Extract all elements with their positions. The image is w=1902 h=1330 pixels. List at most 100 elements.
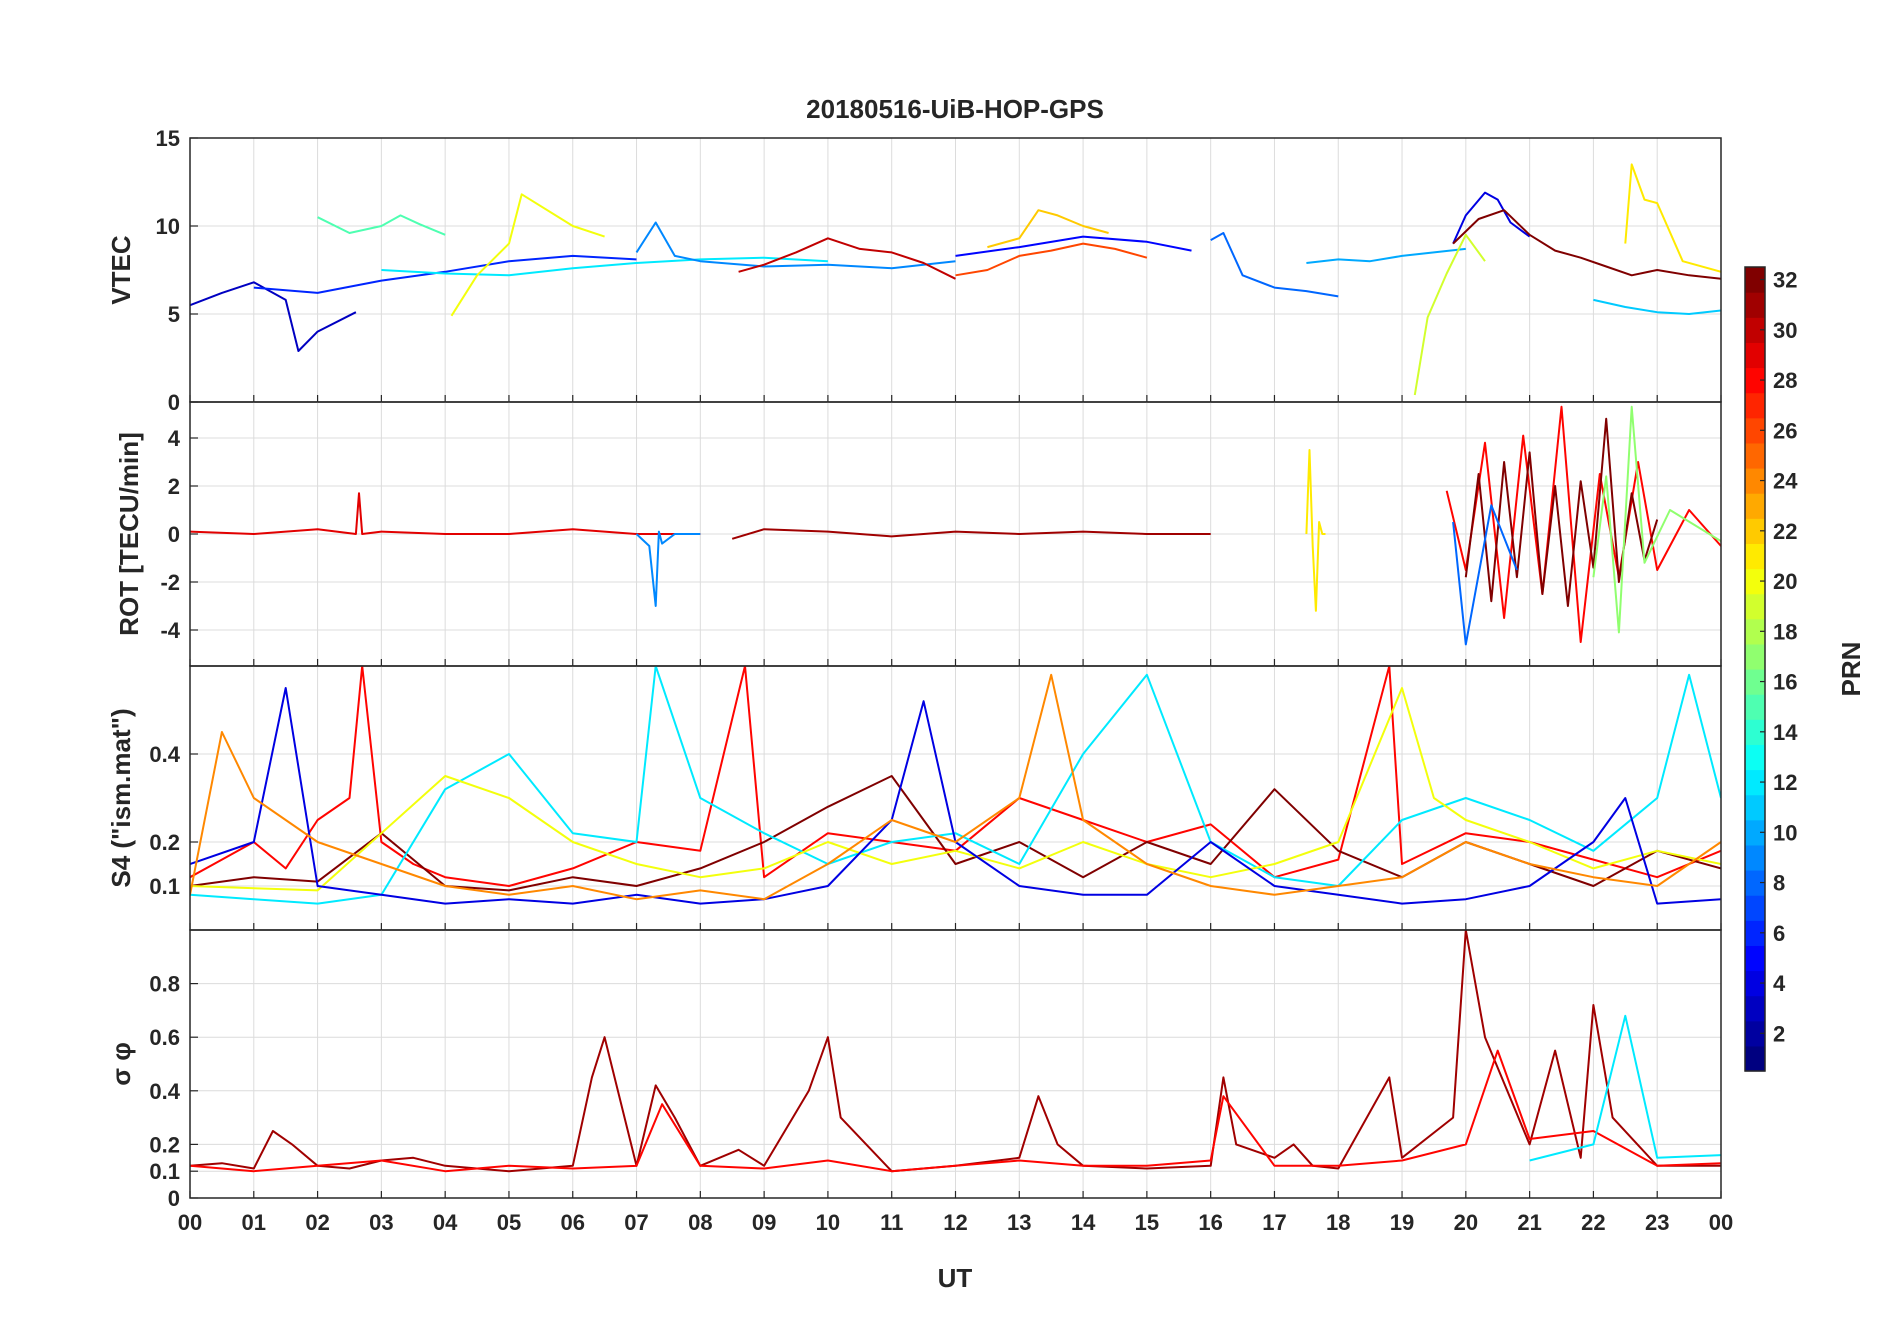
y-tick-label: 0.6 <box>149 1025 180 1050</box>
series-prn-28 <box>1445 405 1721 643</box>
series-prn-19 <box>1413 233 1486 396</box>
panel-frame <box>189 929 1722 1199</box>
x-tick-label: 15 <box>1135 1210 1159 1235</box>
series-prn-11 <box>1593 298 1721 315</box>
series-prn-32 <box>1452 209 1721 280</box>
x-tick-label: 22 <box>1581 1210 1605 1235</box>
y-tick-label: 5 <box>168 302 180 327</box>
colorbar-segment <box>1745 970 1765 997</box>
y-axis-label: σ φ <box>106 1042 136 1086</box>
chart-title: 20180516-UiB-HOP-GPS <box>806 94 1104 124</box>
colorbar-tick-label: 24 <box>1773 469 1798 494</box>
colorbar-tick-label: 4 <box>1773 971 1786 996</box>
y-tick-label: 0 <box>168 522 180 547</box>
colorbar-segment <box>1745 392 1765 419</box>
series-prn-12 <box>1529 1014 1721 1162</box>
series-prn-4 <box>1452 191 1531 245</box>
x-tick-label: 01 <box>242 1210 266 1235</box>
colorbar-tick-label: 28 <box>1773 368 1797 393</box>
colorbar-label: PRN <box>1836 642 1866 697</box>
colorbar-segment <box>1745 1045 1765 1072</box>
series-prn-4 <box>190 687 1721 905</box>
colorbar-segment <box>1745 819 1765 846</box>
colorbar-segment <box>1745 844 1765 871</box>
series-prn-32 <box>1464 417 1659 607</box>
panel-2: 0.1 0.2 0.4 S4 ("ism.mat") <box>106 665 1722 931</box>
colorbar-tick-label: 6 <box>1773 921 1785 946</box>
colorbar-tick-label: 16 <box>1773 670 1797 695</box>
x-tick-label: 23 <box>1645 1210 1669 1235</box>
series-prn-21 <box>1624 163 1721 273</box>
panel-0: 0 5 10 15 VTEC <box>106 126 1722 415</box>
series-prn-3 <box>190 281 357 352</box>
colorbar-tick-label: 32 <box>1773 268 1797 293</box>
series-prn-24 <box>190 673 1721 901</box>
series-prn-20 <box>190 687 1721 892</box>
y-tick-label: 2 <box>168 474 180 499</box>
x-axis-label: UT <box>938 1263 973 1293</box>
x-tick-label: 00 <box>178 1210 202 1235</box>
y-tick-label: 0.4 <box>149 1079 180 1104</box>
colorbar-segment <box>1745 694 1765 720</box>
colorbar-tick-label: 2 <box>1773 1021 1785 1046</box>
y-tick-label: 0.2 <box>149 1132 180 1157</box>
series-group <box>190 163 1721 396</box>
colorbar-segment <box>1745 468 1765 494</box>
series-prn-22 <box>987 209 1109 249</box>
colorbar-tick-label: 14 <box>1773 720 1798 745</box>
colorbar-tick-label: 8 <box>1773 871 1785 896</box>
x-tick-label: 00 <box>1709 1210 1733 1235</box>
y-tick-label: -2 <box>160 570 180 595</box>
x-tick-label: 19 <box>1390 1210 1414 1235</box>
series-prn-8 <box>1210 232 1339 298</box>
x-tick-labels: 00 01 02 03 04 05 06 07 08 09 10 11 12 13 14 15 16 17 18 19… <box>178 1210 1733 1235</box>
y-axis-label: ROT [TECU/min] <box>114 432 144 636</box>
colorbar-segment <box>1745 945 1765 972</box>
colorbar-tick-label: 30 <box>1773 318 1797 343</box>
y-tick-label: 0 <box>168 390 180 415</box>
series-prn-6 <box>253 254 637 294</box>
colorbar-tick-label: 22 <box>1773 519 1797 544</box>
colorbar-segment <box>1745 568 1765 595</box>
series-prn-21 <box>1305 449 1326 612</box>
x-tick-label: 07 <box>624 1210 648 1235</box>
x-tick-label: 04 <box>433 1210 458 1235</box>
y-axis-label: VTEC <box>106 235 136 305</box>
x-tick-label: 09 <box>752 1210 776 1235</box>
series-group <box>190 930 1721 1173</box>
colorbar-segment <box>1745 995 1765 1022</box>
series-group <box>190 405 1721 646</box>
colorbar-segment <box>1745 317 1765 343</box>
x-tick-label: 10 <box>816 1210 840 1235</box>
colorbar-segment <box>1745 367 1765 394</box>
y-tick-label: 10 <box>156 214 180 239</box>
series-prn-9 <box>635 221 956 270</box>
colorbar-segment <box>1745 870 1765 896</box>
y-tick-label: -4 <box>160 618 180 643</box>
colorbar-segment <box>1745 543 1765 570</box>
series-prn-29 <box>190 492 701 535</box>
x-tick-label: 06 <box>561 1210 585 1235</box>
y-tick-label: 4 <box>168 426 181 451</box>
colorbar-segment <box>1745 643 1765 670</box>
x-tick-label: 12 <box>943 1210 967 1235</box>
colorbar-segment <box>1745 493 1765 519</box>
colorbar-tick-label: 20 <box>1773 569 1797 594</box>
y-axis-label: S4 ("ism.mat") <box>106 708 136 887</box>
x-tick-label: 05 <box>497 1210 521 1235</box>
x-tick-label: 21 <box>1517 1210 1541 1235</box>
series-prn-12 <box>190 666 1721 905</box>
series-prn-31 <box>731 528 1211 540</box>
colorbar-segment <box>1745 417 1765 444</box>
colorbar-segment <box>1745 895 1765 921</box>
y-tick-label: 0 <box>168 1186 180 1211</box>
y-tick-label: 0.1 <box>149 874 180 899</box>
y-tick-label: 0.1 <box>149 1159 180 1184</box>
colorbar-tick-label: 18 <box>1773 619 1797 644</box>
series-prn-30 <box>738 237 956 280</box>
x-tick-label: 08 <box>688 1210 712 1235</box>
panel-1: -4 -2 0 2 4 ROT [TECU/min] <box>114 401 1722 667</box>
